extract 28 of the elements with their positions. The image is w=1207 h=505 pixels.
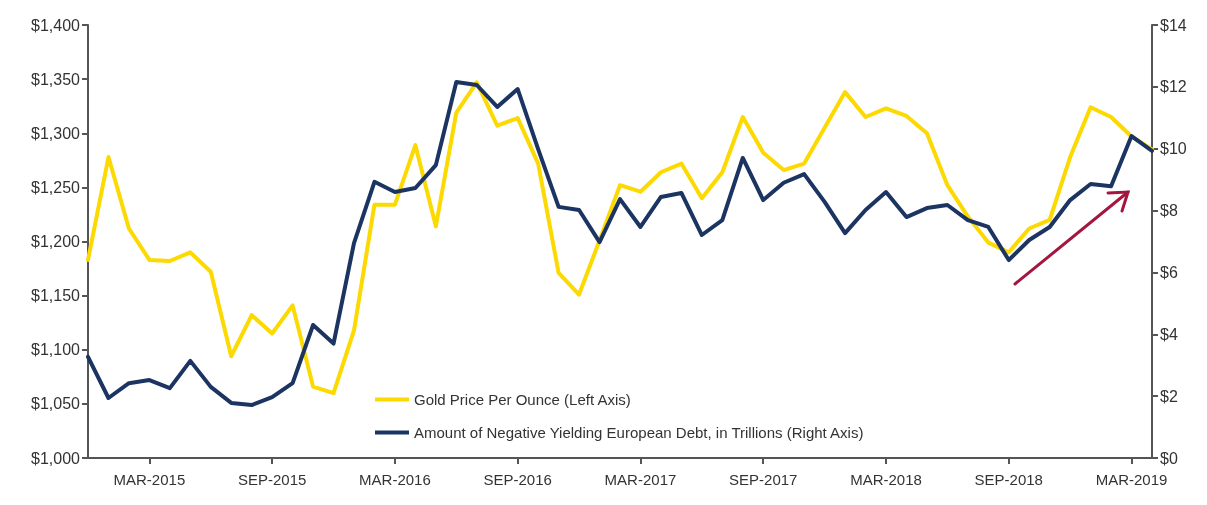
legend-label: Gold Price Per Ounce (Left Axis)	[414, 391, 631, 408]
x-tick-label: MAR-2017	[604, 471, 677, 488]
y-tick-label: $1,100	[31, 341, 81, 359]
x-tick-label: SEP-2016	[483, 471, 552, 488]
x-tick-label: SEP-2015	[237, 471, 307, 488]
y2-tick-label: $8	[1160, 202, 1178, 220]
y-tick-label: $1,400	[31, 16, 81, 34]
y2-tick-label: $14	[1160, 16, 1187, 34]
y-tick-label: $1,250	[31, 178, 81, 196]
y-tick-label: $1,150	[31, 287, 81, 305]
x-tick-label: MAR-2018	[850, 471, 922, 488]
y2-tick-label: $10	[1160, 140, 1187, 158]
y-tick-label: $1,300	[31, 124, 81, 142]
y-tick-label: $1,000	[31, 449, 81, 467]
y2-tick-label: $4	[1160, 325, 1178, 343]
y-tick-label: $1,350	[31, 70, 81, 88]
x-tick-label: MAR-2015	[113, 471, 186, 488]
y2-tick-label: $6	[1160, 263, 1178, 281]
y2-tick-label: $12	[1160, 78, 1187, 96]
y-tick-label: $1,200	[31, 233, 81, 250]
x-tick-label: SEP-2018	[974, 471, 1043, 488]
legend-label: Amount of Negative Yielding European Debt, in Trillions (Right Axis)	[414, 424, 864, 441]
y2-tick-label: $0	[1160, 449, 1178, 467]
y-tick-label: $1,050	[31, 395, 81, 413]
x-tick-label: MAR-2019	[1095, 471, 1168, 488]
x-tick-label: SEP-2017	[729, 471, 798, 488]
y2-tick-label: $2	[1160, 387, 1178, 405]
x-tick-label: MAR-2016	[359, 471, 431, 488]
